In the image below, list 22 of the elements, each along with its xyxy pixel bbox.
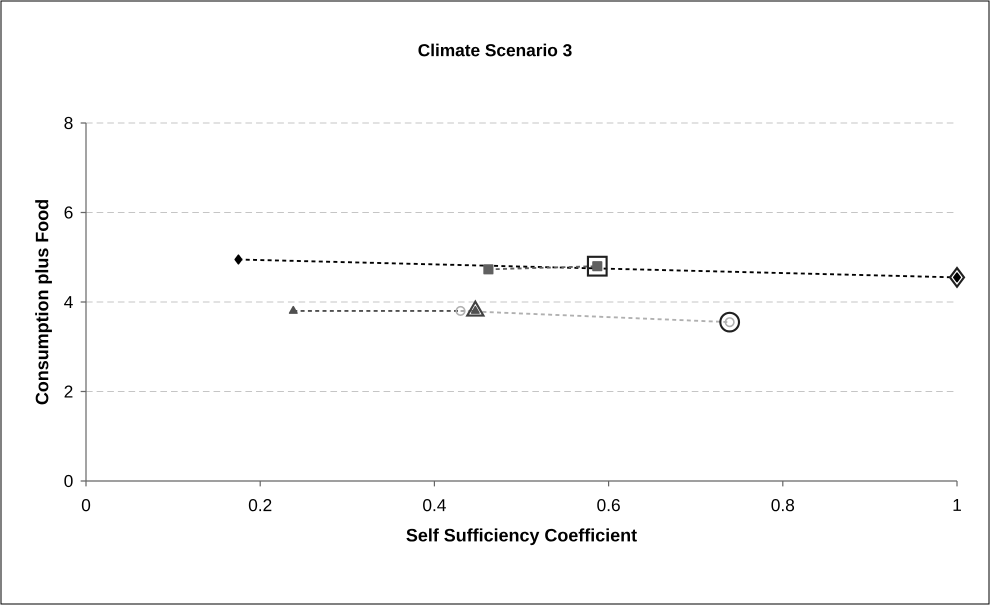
y-tick-label: 0 — [64, 474, 73, 488]
point — [586, 256, 608, 277]
y-tick-label: 6 — [64, 206, 73, 219]
y-axis-title: Consumption plus Food — [35, 200, 52, 404]
x-tick-label: 0.4 — [423, 499, 446, 512]
x-tick-label: 0.6 — [597, 499, 620, 512]
x-tick-label: 0.8 — [771, 499, 794, 512]
x-tick-label: 0.2 — [248, 499, 272, 512]
y-tick-label: 4 — [64, 296, 73, 308]
point — [483, 264, 494, 274]
point — [234, 254, 242, 265]
chart-title: Climate Scenario 3 — [418, 44, 572, 56]
point — [948, 266, 966, 288]
y-tick-label: 8 — [64, 116, 73, 130]
y-tick-label: 2 — [64, 385, 72, 398]
point — [719, 312, 740, 333]
point — [592, 261, 602, 272]
x-tick-label: 0 — [82, 499, 90, 512]
point — [455, 306, 466, 316]
point — [953, 272, 962, 282]
x-tick-label: 1 — [954, 499, 961, 511]
x-axis-title: Self Sufficiency Coefficient — [406, 528, 637, 546]
